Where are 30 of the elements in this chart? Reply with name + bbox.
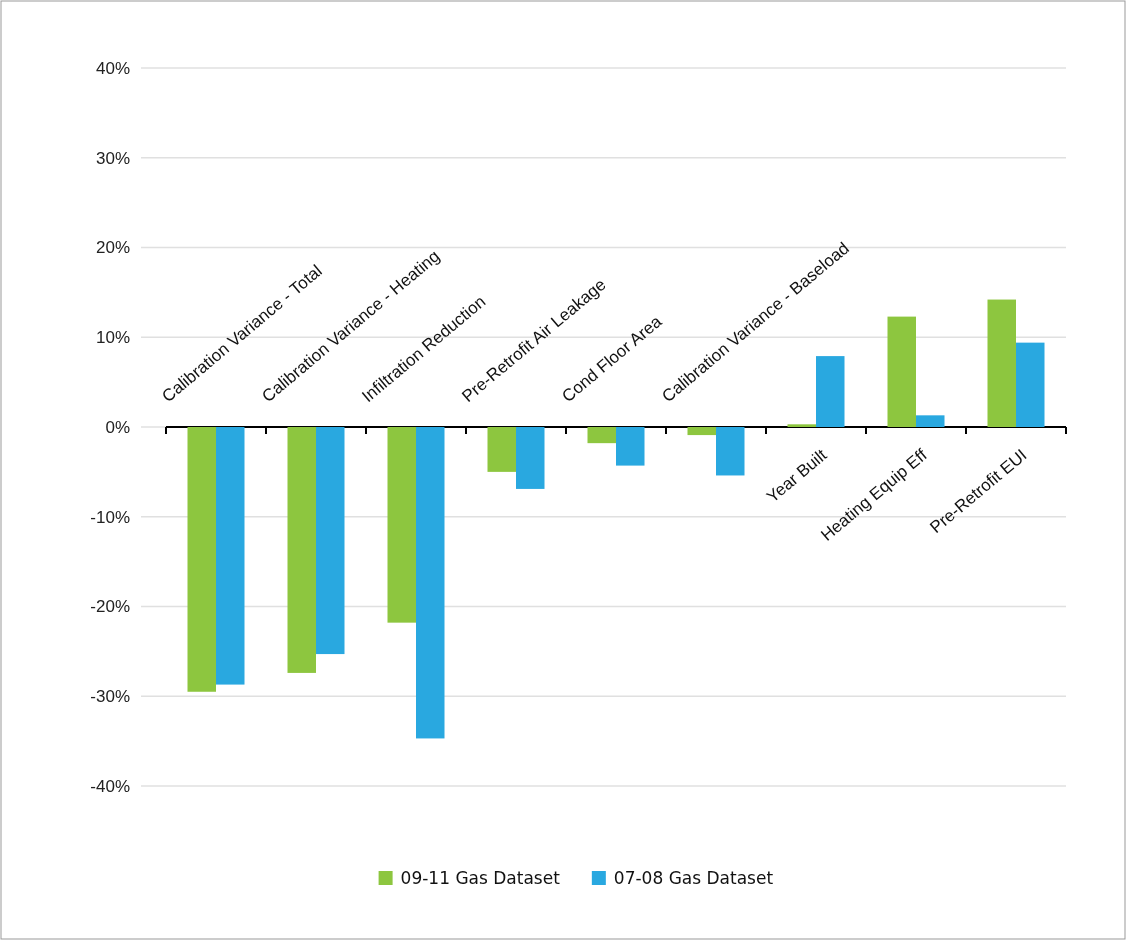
bar <box>416 427 445 739</box>
bar <box>387 427 416 623</box>
bar <box>716 427 745 476</box>
y-tick-label: -10% <box>90 507 130 527</box>
bar <box>187 427 216 692</box>
bar <box>516 427 545 489</box>
bar <box>987 299 1016 427</box>
bar <box>687 427 716 436</box>
legend-label: 09-11 Gas Dataset <box>400 868 561 888</box>
y-tick-label: -20% <box>90 597 130 617</box>
y-tick-label: 0% <box>105 417 130 437</box>
y-tick-label: -30% <box>90 687 130 707</box>
y-tick-label: 10% <box>95 328 130 348</box>
y-tick-label: 20% <box>95 238 130 258</box>
bar <box>616 427 645 466</box>
bar <box>887 316 916 427</box>
bar <box>316 427 345 655</box>
y-tick-label: 40% <box>95 58 130 78</box>
x-tick-label: Year Built <box>763 445 831 507</box>
y-tick-label: -40% <box>90 776 130 796</box>
bar <box>216 427 245 685</box>
bar <box>916 415 945 427</box>
bar <box>487 427 516 472</box>
bar <box>787 424 816 427</box>
bar <box>1016 342 1045 427</box>
bar <box>816 356 845 427</box>
legend-label: 07-08 Gas Dataset <box>613 868 774 888</box>
bar <box>587 427 616 444</box>
y-tick-label: 30% <box>95 148 130 168</box>
bar <box>287 427 316 673</box>
